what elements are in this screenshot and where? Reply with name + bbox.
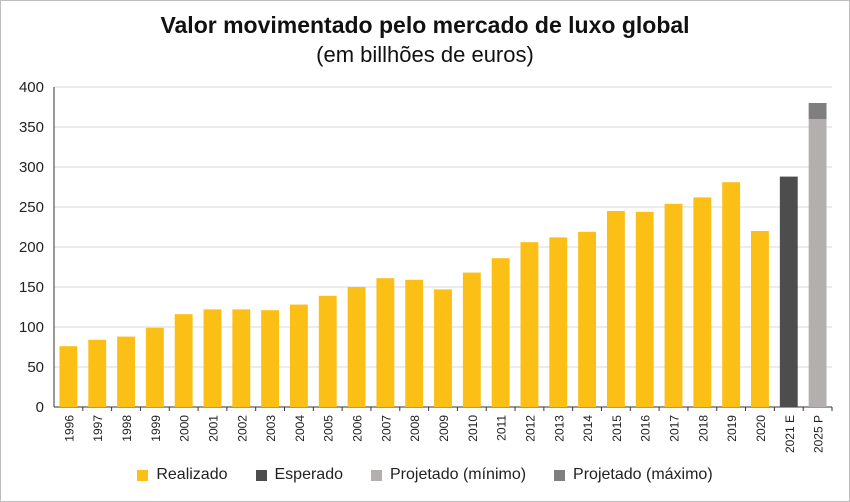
x-tick-label: 2012 bbox=[523, 415, 537, 442]
bar-realizado bbox=[59, 346, 78, 407]
x-tick-label: 2010 bbox=[466, 415, 480, 442]
bar-realizado bbox=[88, 339, 107, 407]
bar-realizado bbox=[635, 211, 654, 407]
bar-realizado bbox=[347, 287, 366, 407]
y-tick-label: 400 bbox=[19, 79, 44, 96]
y-tick-label: 250 bbox=[19, 199, 44, 216]
x-tick-label: 2015 bbox=[610, 415, 624, 442]
x-tick-label: 2002 bbox=[235, 415, 249, 442]
x-tick-label: 2000 bbox=[178, 415, 192, 442]
y-tick-label: 200 bbox=[19, 239, 44, 256]
x-tick-label: 2011 bbox=[495, 415, 509, 441]
bar-realizado bbox=[462, 272, 481, 407]
legend-label-projetado-minimo: Projetado (mínimo) bbox=[390, 466, 527, 483]
x-tick-label: 2018 bbox=[696, 415, 710, 442]
bar-realizado bbox=[434, 289, 452, 407]
bar-realizado bbox=[751, 231, 769, 407]
bar-realizado bbox=[318, 295, 337, 407]
x-tick-label: 2005 bbox=[322, 415, 336, 442]
y-tick-label: 50 bbox=[27, 359, 44, 376]
legend-label-projetado-maximo: Projetado (máximo) bbox=[573, 466, 713, 483]
chart-subtitle: (em billhões de euros) bbox=[316, 42, 534, 67]
legend-swatch-esperado bbox=[255, 469, 267, 481]
bar-realizado bbox=[203, 309, 222, 407]
legend-swatch-projetado-minimo bbox=[371, 469, 382, 481]
bar-realizado bbox=[261, 310, 280, 407]
x-tick-label: 2003 bbox=[264, 415, 278, 442]
bar-realizado bbox=[606, 211, 625, 407]
y-tick-label: 100 bbox=[19, 319, 44, 336]
y-tick-label: 150 bbox=[19, 279, 44, 296]
bar-esperado bbox=[779, 176, 798, 407]
x-tick-label: 2021 E bbox=[783, 415, 797, 453]
x-tick-label: 2017 bbox=[668, 415, 682, 442]
y-tick-label: 0 bbox=[36, 399, 44, 416]
legend-item-realizado: Realizado bbox=[137, 466, 228, 484]
x-tick-label: 2001 bbox=[206, 415, 220, 442]
x-tick-label: 2013 bbox=[552, 415, 566, 442]
x-tick-label: 2008 bbox=[408, 415, 422, 442]
legend-item-esperado: Esperado bbox=[255, 466, 344, 484]
legend-item-projetado-maximo: Projetado (máximo) bbox=[554, 466, 713, 484]
x-tick-label: 2016 bbox=[639, 415, 653, 442]
legend-swatch-realizado bbox=[137, 469, 149, 481]
legend-item-projetado-minimo: Projetado (mínimo) bbox=[371, 466, 526, 484]
bar-realizado bbox=[145, 327, 164, 407]
x-tick-label: 2025 P bbox=[812, 415, 826, 453]
bar-realizado bbox=[722, 182, 741, 407]
x-tick-label: 1998 bbox=[120, 415, 134, 442]
x-tick-label: 2004 bbox=[293, 415, 307, 442]
x-tick-label: 1996 bbox=[62, 415, 76, 442]
x-tick-label: 2006 bbox=[351, 415, 365, 442]
bar-realizado bbox=[491, 258, 510, 407]
x-tick-label: 1999 bbox=[149, 415, 163, 442]
x-tick-label: 2007 bbox=[379, 415, 393, 442]
y-tick-label: 300 bbox=[19, 159, 44, 176]
x-tick-label: 2019 bbox=[725, 415, 739, 442]
x-tick-label: 2020 bbox=[754, 415, 768, 442]
bar-realizado bbox=[174, 314, 193, 407]
bar-realizado bbox=[693, 197, 712, 407]
x-tick-label: 2014 bbox=[581, 415, 595, 442]
bar-realizado bbox=[578, 231, 597, 407]
bar-realizado bbox=[376, 278, 395, 407]
bar-realizado bbox=[232, 309, 251, 407]
legend-label-esperado: Esperado bbox=[274, 466, 344, 483]
x-tick-label: 2009 bbox=[437, 415, 451, 442]
bar-chart: 0 50 100 150 200 250 300 350 400 1996 1997 1998 1999… bbox=[19, 79, 833, 453]
y-tick-label: 350 bbox=[19, 119, 44, 136]
bar-realizado bbox=[520, 242, 539, 407]
legend-label-realizado: Realizado bbox=[156, 466, 228, 483]
bar-projetado-maximo bbox=[808, 103, 827, 119]
bar-realizado bbox=[664, 203, 683, 407]
bar-realizado bbox=[405, 279, 424, 407]
bar-realizado bbox=[117, 336, 135, 407]
legend: Realizado Esperado Projetado (mínimo) Pr… bbox=[0, 466, 850, 484]
legend-swatch-projetado-maximo bbox=[554, 469, 566, 481]
bar-realizado bbox=[289, 304, 308, 407]
x-tick-label: 1997 bbox=[91, 415, 105, 442]
bar-realizado bbox=[549, 237, 568, 407]
bar-projetado-minimo bbox=[808, 119, 827, 407]
chart-title: Valor movimentado pelo mercado de luxo g… bbox=[160, 12, 690, 38]
